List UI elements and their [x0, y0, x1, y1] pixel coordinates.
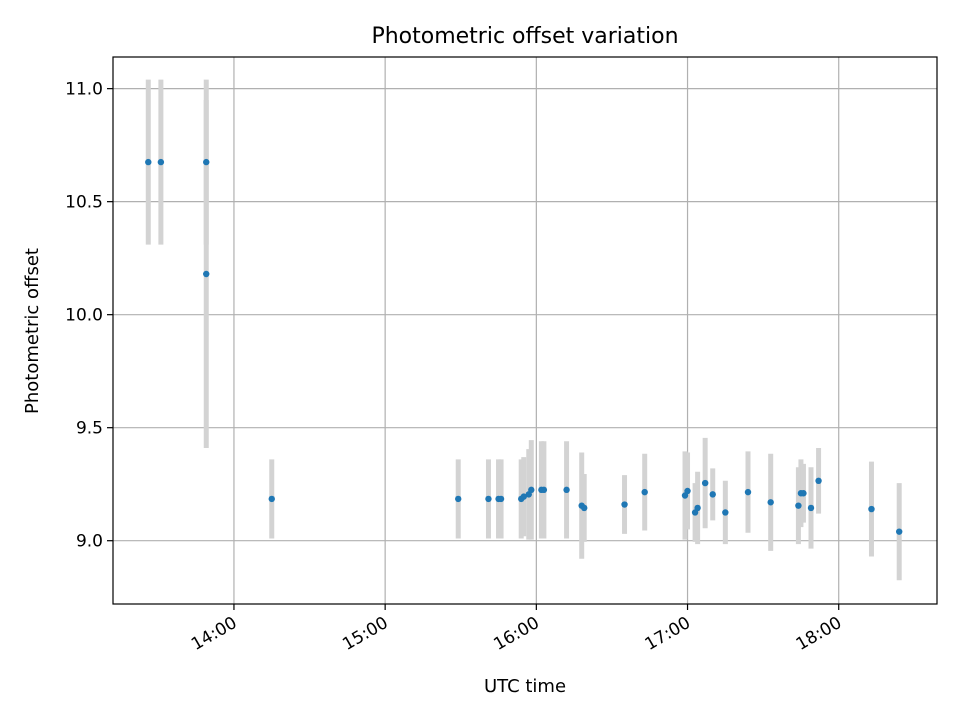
- data-point: [497, 495, 505, 503]
- data-point: [641, 488, 648, 496]
- data-point: [896, 528, 903, 535]
- data-point: [694, 504, 701, 512]
- data-point: [709, 491, 716, 498]
- data-point: [800, 490, 807, 497]
- data-point: [145, 158, 152, 166]
- y-tick-label: 11.0: [65, 80, 103, 100]
- data-point: [581, 504, 588, 512]
- data-point: [540, 486, 548, 494]
- data-point: [684, 487, 691, 495]
- y-tick-label: 10.0: [65, 306, 103, 326]
- data-point: [203, 158, 210, 166]
- y-tick-label: 9.5: [76, 419, 103, 439]
- y-tick-label: 9.0: [76, 532, 103, 552]
- data-point: [621, 501, 628, 508]
- data-point: [815, 477, 822, 485]
- data-point: [528, 486, 535, 494]
- x-axis-label: UTC time: [484, 676, 566, 697]
- data-point: [807, 504, 815, 512]
- data-point: [268, 495, 275, 503]
- data-point: [203, 270, 210, 278]
- data-point: [744, 488, 752, 496]
- data-point: [767, 499, 774, 506]
- plot-frame: [112, 56, 938, 605]
- y-axis-label: Photometric offset: [22, 248, 43, 414]
- y-axis-ticks: 9.0 9.5 10.0 10.5 11.0: [65, 80, 113, 552]
- data-points: [145, 158, 903, 535]
- data-point: [701, 479, 709, 487]
- y-tick-label: 10.5: [65, 193, 103, 213]
- data-point: [455, 495, 462, 503]
- chart-title: Photometric offset variation: [371, 24, 678, 49]
- plot-area: [112, 56, 938, 605]
- data-point: [563, 486, 570, 494]
- data-point: [485, 495, 492, 503]
- data-point: [157, 158, 165, 166]
- data-point: [722, 509, 729, 516]
- data-point: [520, 493, 527, 500]
- data-point: [795, 502, 802, 509]
- data-point: [868, 505, 875, 513]
